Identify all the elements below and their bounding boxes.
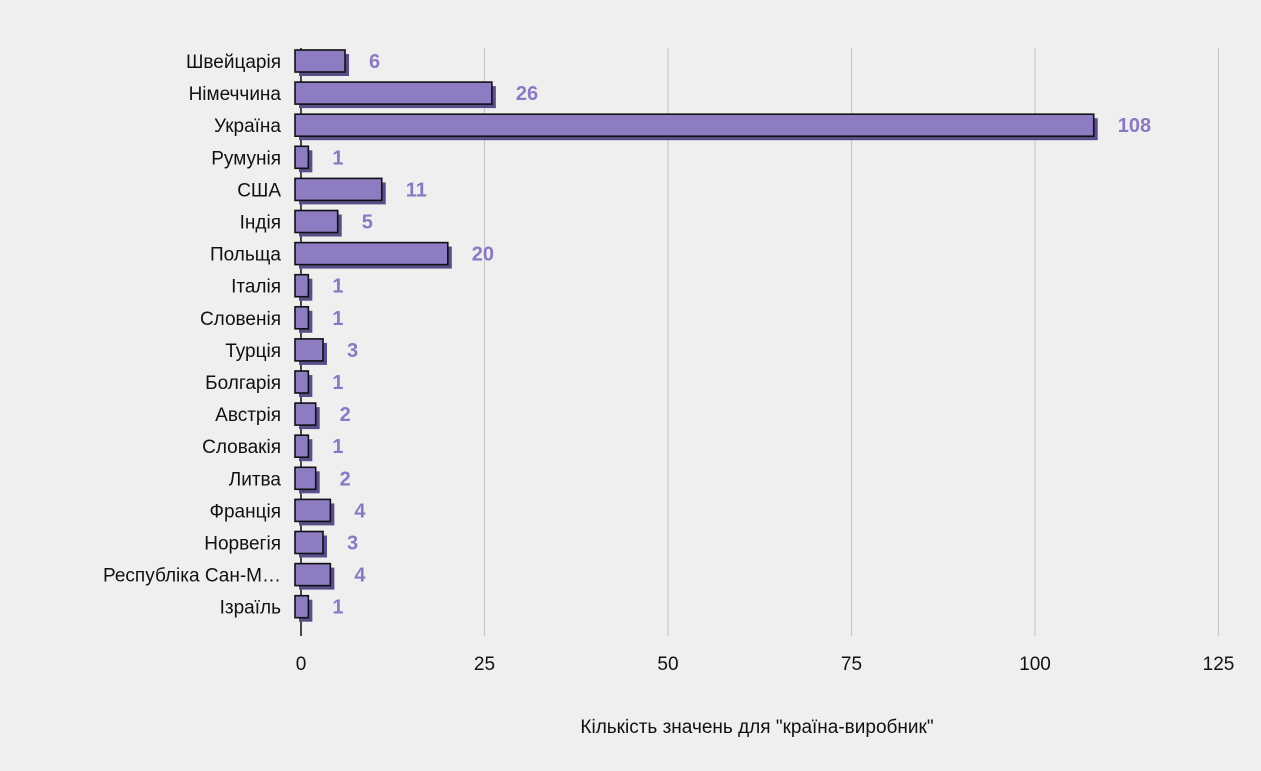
value-label: 1 [332,597,343,619]
x-tick-label: 25 [474,654,495,675]
x-tick-label: 50 [657,654,678,675]
bar [294,241,449,266]
value-label: 3 [347,533,358,555]
category-label: Швейцарія [186,52,281,73]
category-label: Румунія [211,148,281,169]
value-label: 4 [354,565,366,587]
value-label: 6 [369,51,380,73]
value-label: 1 [332,372,343,394]
bar [294,305,310,330]
value-label: 26 [516,83,538,105]
bar [294,209,339,234]
bar [294,273,310,298]
x-tick-labels: 0 25 50 75 100 125 [296,654,1235,675]
category-label: Україна [214,116,281,137]
value-label: 1 [332,147,343,169]
bar [294,177,383,202]
bar [294,466,317,491]
category-label: Польща [210,245,281,266]
category-label: Турція [225,341,281,362]
bar [294,145,310,170]
value-label: 2 [340,404,351,426]
x-tick-label: 125 [1203,654,1235,675]
value-label: 1 [332,308,343,330]
value-label: 5 [362,212,373,234]
bar [294,434,310,459]
bars [294,49,1098,622]
bar [294,81,493,105]
bar [294,338,324,362]
value-label: 2 [340,468,351,490]
bar [294,49,346,73]
bar [294,594,310,619]
bar [294,402,317,426]
category-label: Республіка Сан-М… [103,566,281,587]
value-label: 4 [354,500,366,522]
value-label: 11 [406,179,427,201]
bar [294,562,332,587]
category-label: США [237,180,281,201]
category-label: Індія [240,213,281,234]
x-tick-label: 100 [1019,654,1051,675]
category-label: Литва [229,469,282,490]
x-tick-label: 75 [841,654,862,675]
x-axis-title: Кількість значень для "країна-виробник" [580,717,933,738]
value-label: 3 [347,340,358,362]
bar [294,498,332,523]
category-label: Болгарія [205,373,281,394]
category-labels: Швейцарія Німеччина Україна Румунія США Індія… [103,52,281,619]
category-label: Німеччина [189,84,282,105]
category-label: Норвегія [204,534,281,555]
value-label: 1 [332,436,343,458]
x-tick-label: 0 [296,654,307,675]
category-label: Франція [210,501,281,522]
bar [294,113,1095,137]
category-label: Словакія [202,437,281,458]
category-label: Італія [231,277,281,298]
value-label: 20 [472,244,494,266]
category-label: Словенія [200,309,281,330]
category-label: Австрія [215,405,281,426]
category-label: Ізраїль [220,598,281,619]
value-label: 108 [1118,115,1151,137]
value-label: 1 [332,276,343,298]
bar [294,530,324,555]
bar [294,370,310,394]
